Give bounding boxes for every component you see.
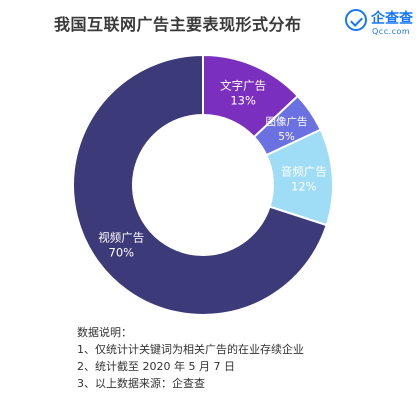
notes-line: 3、以上数据来源：企查查 <box>77 377 205 390</box>
notes-line: 1、仅统计计关键词为相关广告的在业存续企业 <box>77 343 304 356</box>
slice-value-label: 12% <box>291 180 317 194</box>
data-notes: 数据说明： 1、仅统计计关键词为相关广告的在业存续企业 2、统计截至 2020 … <box>77 324 304 392</box>
slice-label: 图像广告 <box>266 115 308 128</box>
notes-line: 2、统计截至 2020 年 5 月 7 日 <box>77 360 235 373</box>
slice-value-label: 5% <box>278 131 295 143</box>
slice-label: 视频广告 <box>98 230 144 244</box>
notes-heading: 数据说明： <box>77 326 132 339</box>
logo-check-icon <box>345 9 367 31</box>
logo-text: 企查查 <box>371 11 413 27</box>
slice-label: 文字广告 <box>220 78 266 92</box>
slice-value-label: 70% <box>109 245 135 259</box>
slice-value-label: 13% <box>230 93 256 107</box>
chart-title: 我国互联网广告主要表现形式分布 <box>54 15 302 34</box>
slice-label: 音频广告 <box>281 165 327 179</box>
qichacha-logo: 企查查 Qcc.com <box>345 7 417 41</box>
donut-slice-3 <box>72 53 328 316</box>
logo-domain: Qcc.com <box>372 27 411 36</box>
